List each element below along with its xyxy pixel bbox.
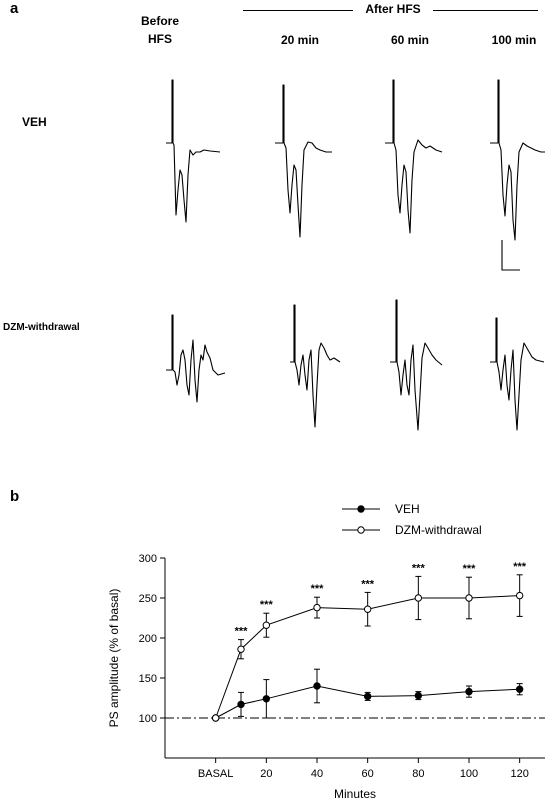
y-tick-label-100: 100 xyxy=(139,713,157,725)
point-0-4 xyxy=(363,692,372,701)
point-1-0 xyxy=(211,714,220,722)
time-label-20: 20 min xyxy=(280,33,319,47)
legend-label-dzm: DZM-withdrawal xyxy=(395,523,482,537)
annotation-0: *** xyxy=(235,626,249,638)
x-tick-label-1: 20 xyxy=(260,768,272,780)
point-1-7 xyxy=(515,591,524,600)
scale-bar xyxy=(501,240,520,271)
trace-dzm-20 xyxy=(290,304,341,428)
x-tick-label-2: 40 xyxy=(311,768,323,780)
row-label-dzm: DZM-withdrawal xyxy=(3,322,80,333)
ps-amplitude-chart: VEH DZM-withdrawal 100 150 200 250 300 BASAL 2… xyxy=(107,502,545,800)
series-line-1 xyxy=(215,595,520,719)
x-tick-label-3: 60 xyxy=(362,768,374,780)
panel-a-letter: a xyxy=(10,0,19,17)
y-tick-label-200: 200 xyxy=(139,633,157,645)
point-1-1 xyxy=(237,645,245,653)
y-tick-label-150: 150 xyxy=(139,673,157,685)
before-label-line2: HFS xyxy=(148,32,172,46)
point-0-1 xyxy=(237,700,245,709)
annotation-1: *** xyxy=(260,599,274,611)
annotation-6: *** xyxy=(513,561,527,573)
y-tick-label-250: 250 xyxy=(139,593,157,605)
x-axis-label: Minutes xyxy=(334,787,376,800)
time-label-60: 60 min xyxy=(390,33,429,47)
traces-svg xyxy=(166,79,545,431)
point-1-4 xyxy=(363,605,372,613)
point-1-6 xyxy=(465,594,473,602)
point-0-5 xyxy=(414,691,423,700)
trace-veh-60 xyxy=(385,79,443,234)
annotation-2: *** xyxy=(311,583,325,595)
point-0-3 xyxy=(313,682,321,690)
after-hfs-label: After HFS xyxy=(365,2,421,16)
annotation-5: *** xyxy=(463,563,477,575)
series-line-0 xyxy=(215,685,520,719)
trace-dzm-60 xyxy=(390,299,443,431)
point-0-2 xyxy=(262,695,271,703)
trace-veh-100 xyxy=(490,79,545,241)
trace-dzm-before xyxy=(166,314,226,403)
y-tick-label-300: 300 xyxy=(139,553,157,565)
before-label-line1: Before xyxy=(140,14,179,28)
after-hfs-bracket-left xyxy=(243,10,353,11)
legend-label-veh: VEH xyxy=(395,502,420,516)
x-tick-label-4: 80 xyxy=(412,768,424,780)
point-1-5 xyxy=(414,594,423,602)
trace-dzm-100 xyxy=(490,317,545,431)
annotation-3: *** xyxy=(361,578,375,590)
x-tick-label-5: 100 xyxy=(460,768,478,780)
y-axis-label: PS amplitude (% of basal) xyxy=(107,589,121,728)
legend-item-dzm: DZM-withdrawal xyxy=(342,523,482,537)
legend: VEH DZM-withdrawal xyxy=(342,502,482,537)
annotation-4: *** xyxy=(412,562,426,574)
row-label-veh: VEH xyxy=(22,115,47,129)
panel-b-letter: b xyxy=(10,488,20,505)
point-0-6 xyxy=(465,687,473,696)
point-0-7 xyxy=(515,685,524,693)
legend-item-veh: VEH xyxy=(342,502,420,516)
point-1-2 xyxy=(262,621,271,629)
trace-veh-before xyxy=(166,79,221,223)
trace-veh-20 xyxy=(275,84,332,238)
point-1-3 xyxy=(313,603,321,612)
after-hfs-bracket-right xyxy=(433,10,538,11)
x-tick-label-6: 120 xyxy=(510,768,528,780)
time-label-100: 100 min xyxy=(491,33,537,47)
x-tick-label-0: BASAL xyxy=(198,768,233,780)
